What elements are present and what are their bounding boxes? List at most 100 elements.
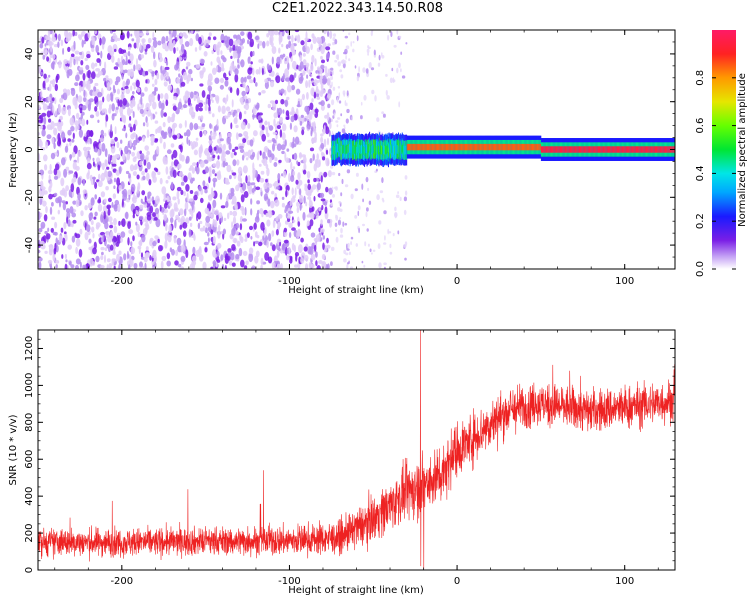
noise-speck <box>58 60 62 69</box>
noise-speck <box>358 227 360 234</box>
noise-speck <box>144 86 148 92</box>
carrier-cell <box>395 145 397 155</box>
noise-speck <box>165 223 168 232</box>
noise-speck <box>398 101 401 108</box>
noise-speck <box>63 189 68 198</box>
carrier-cell <box>363 146 365 155</box>
noise-speck <box>105 186 109 191</box>
noise-speck <box>315 260 318 267</box>
carrier-cell <box>614 146 617 153</box>
noise-speck <box>186 61 191 67</box>
noise-speck <box>172 30 177 38</box>
noise-speck <box>367 243 370 247</box>
noise-speck <box>294 264 298 268</box>
noise-speck <box>334 39 338 45</box>
noise-speck <box>195 30 201 33</box>
noise-speck <box>250 61 253 65</box>
noise-speck <box>329 122 332 129</box>
carrier-cell <box>428 143 430 151</box>
noise-speck <box>261 133 267 142</box>
noise-speck <box>129 116 132 121</box>
noise-speck <box>70 264 75 269</box>
carrier-cell <box>406 145 408 155</box>
noise-speck <box>219 192 223 200</box>
carrier-cell <box>663 146 666 153</box>
noise-speck <box>290 256 293 261</box>
noise-speck <box>310 73 313 78</box>
noise-speck <box>113 177 117 183</box>
noise-speck <box>245 175 248 184</box>
carrier-cell <box>346 145 348 154</box>
carrier-cell <box>490 143 493 151</box>
noise-speck <box>250 182 256 186</box>
noise-speck <box>268 233 272 242</box>
noise-speck <box>327 43 331 47</box>
noise-speck <box>260 170 265 175</box>
noise-speck <box>111 55 115 63</box>
carrier-cell <box>360 144 362 154</box>
noise-speck <box>285 110 290 117</box>
noise-speck <box>38 153 41 162</box>
noise-speck <box>124 145 129 155</box>
noise-speck <box>291 34 294 43</box>
noise-speck <box>106 204 111 210</box>
carrier-cell <box>453 143 456 151</box>
noise-speck <box>84 231 89 241</box>
noise-speck <box>222 143 226 151</box>
noise-speck <box>176 133 180 139</box>
noise-speck <box>121 59 126 66</box>
carrier-cell <box>425 143 428 151</box>
carrier-cell <box>399 144 401 153</box>
noise-speck <box>389 251 393 255</box>
noise-speck <box>95 222 101 228</box>
noise-speck <box>231 200 235 205</box>
noise-speck <box>267 198 271 207</box>
carrier-cell <box>549 146 552 153</box>
noise-speck <box>245 157 249 161</box>
noise-speck <box>246 181 251 187</box>
noise-speck <box>82 146 88 152</box>
carrier-cell <box>391 144 393 154</box>
carrier-cell <box>413 143 416 151</box>
noise-speck <box>206 222 211 228</box>
noise-speck <box>275 99 278 105</box>
noise-speck <box>249 51 253 58</box>
noise-speck <box>306 108 310 115</box>
carrier-cell <box>337 144 339 153</box>
noise-speck <box>94 96 99 103</box>
noise-speck <box>59 97 64 104</box>
noise-speck <box>40 71 43 76</box>
noise-speck <box>94 211 98 217</box>
noise-speck <box>42 54 46 60</box>
noise-speck <box>247 31 253 40</box>
noise-speck <box>202 180 206 187</box>
noise-speck <box>132 171 137 176</box>
noise-speck <box>300 40 305 46</box>
noise-speck <box>142 122 146 127</box>
noise-speck <box>243 131 249 137</box>
noise-speck <box>179 224 183 230</box>
noise-speck <box>227 112 231 118</box>
noise-speck <box>292 166 296 170</box>
noise-speck <box>63 168 68 178</box>
noise-speck <box>86 119 89 125</box>
noise-speck <box>60 227 64 233</box>
noise-speck <box>346 108 350 114</box>
noise-speck <box>327 263 330 269</box>
noise-speck <box>225 150 231 155</box>
noise-speck <box>286 148 290 152</box>
noise-speck <box>82 189 88 194</box>
noise-speck <box>129 178 132 184</box>
carrier-cell <box>403 145 405 155</box>
carrier-cell <box>386 145 388 155</box>
noise-speck <box>64 263 68 269</box>
carrier-cell <box>519 143 522 151</box>
carrier-cell <box>378 146 380 156</box>
noise-speck <box>176 190 180 200</box>
noise-speck <box>80 210 84 217</box>
noise-speck <box>81 105 87 111</box>
noise-speck <box>345 55 347 60</box>
noise-speck <box>126 30 130 39</box>
carrier-cell <box>487 143 489 151</box>
noise-speck <box>293 125 298 133</box>
